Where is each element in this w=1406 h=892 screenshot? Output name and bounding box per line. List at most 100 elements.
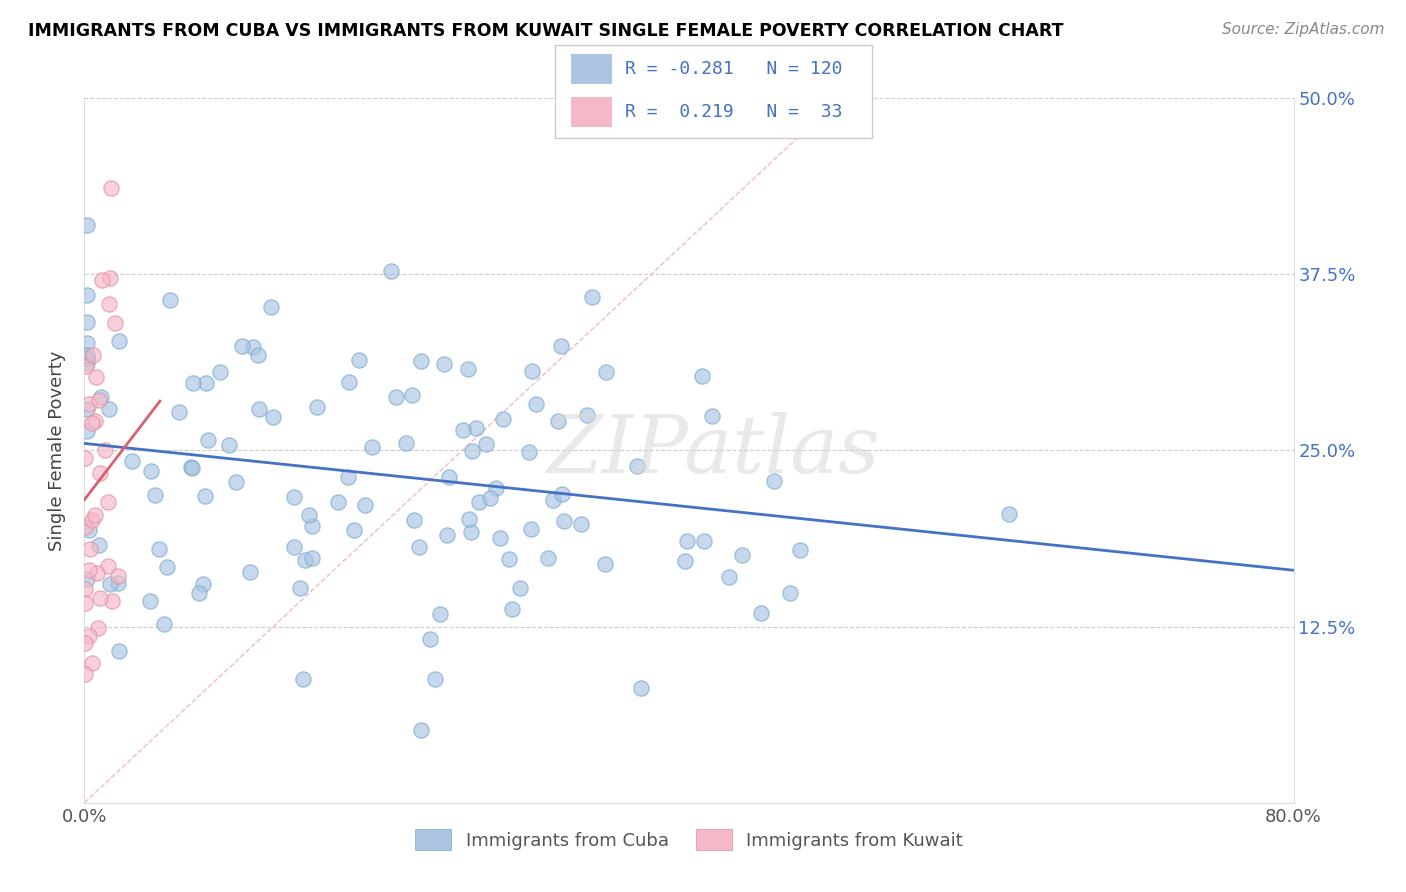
Point: [89, 466, 111, 480]
Point: [145, 488, 167, 502]
FancyBboxPatch shape: [571, 97, 613, 127]
Point: [461, 443, 484, 458]
Point: [260, 301, 283, 315]
Point: [762, 474, 785, 488]
Point: [75, 666, 97, 681]
Point: [225, 475, 247, 489]
Point: [86, 566, 108, 580]
Point: [479, 491, 502, 505]
Point: [337, 376, 360, 390]
Legend: Immigrants from Cuba, Immigrants from Kuwait: Immigrants from Cuba, Immigrants from Ku…: [408, 822, 970, 857]
Point: [436, 528, 458, 542]
Point: [547, 414, 569, 428]
Point: [76, 402, 98, 417]
Text: R =  0.219   N =  33: R = 0.219 N = 33: [624, 103, 842, 121]
Point: [298, 508, 321, 523]
Point: [218, 438, 240, 452]
Point: [385, 390, 408, 404]
Point: [301, 551, 323, 566]
Point: [82, 348, 104, 362]
Point: [537, 551, 560, 566]
Point: [402, 513, 425, 527]
Point: [148, 541, 170, 556]
Point: [247, 402, 270, 417]
Point: [451, 423, 474, 437]
Point: [75, 359, 97, 373]
Point: [76, 348, 98, 362]
Point: [520, 522, 543, 536]
Point: [181, 376, 204, 391]
Point: [156, 560, 179, 574]
Point: [294, 553, 316, 567]
Point: [475, 437, 498, 451]
Point: [328, 495, 350, 509]
Point: [73, 636, 96, 650]
Point: [343, 524, 366, 538]
Point: [100, 181, 122, 195]
Point: [550, 339, 572, 353]
Point: [91, 273, 114, 287]
Point: [76, 315, 98, 329]
Point: [208, 365, 231, 379]
Point: [676, 534, 699, 549]
Point: [491, 412, 513, 426]
Point: [89, 591, 111, 606]
Point: [98, 577, 121, 591]
Point: [76, 424, 98, 438]
Point: [411, 723, 433, 738]
Point: [419, 632, 441, 647]
Point: [522, 364, 544, 378]
Point: [576, 408, 599, 422]
Point: [180, 459, 202, 474]
Point: [87, 621, 110, 635]
Point: [429, 607, 451, 621]
Point: [159, 293, 181, 307]
Point: [98, 297, 121, 311]
Point: [630, 681, 652, 696]
Point: [101, 594, 124, 608]
Point: [197, 434, 219, 448]
Point: [195, 376, 218, 390]
Point: [693, 534, 716, 549]
Point: [595, 365, 617, 379]
Point: [700, 409, 723, 423]
Point: [262, 409, 284, 424]
Point: [76, 336, 98, 351]
Point: [673, 554, 696, 568]
Point: [457, 362, 479, 376]
Point: [998, 508, 1021, 522]
Point: [77, 629, 100, 643]
Point: [73, 451, 96, 466]
Point: [90, 390, 112, 404]
Point: [80, 416, 103, 430]
Point: [749, 606, 772, 620]
Point: [107, 575, 129, 590]
Point: [692, 368, 714, 383]
Point: [73, 597, 96, 611]
Point: [517, 445, 540, 459]
Point: [460, 525, 482, 540]
Point: [87, 393, 110, 408]
Text: Source: ZipAtlas.com: Source: ZipAtlas.com: [1222, 22, 1385, 37]
Point: [458, 512, 481, 526]
Point: [83, 414, 105, 428]
Point: [541, 493, 564, 508]
Point: [242, 341, 264, 355]
Point: [347, 352, 370, 367]
Point: [77, 563, 100, 577]
Point: [509, 581, 531, 595]
Point: [779, 586, 801, 600]
Point: [291, 672, 314, 686]
Text: R = -0.281   N = 120: R = -0.281 N = 120: [624, 60, 842, 78]
Point: [290, 581, 312, 595]
Point: [395, 436, 418, 450]
Point: [239, 565, 262, 579]
Point: [104, 316, 127, 330]
Point: [97, 559, 120, 574]
Point: [231, 339, 253, 353]
Text: IMMIGRANTS FROM CUBA VS IMMIGRANTS FROM KUWAIT SINGLE FEMALE POVERTY CORRELATION: IMMIGRANTS FROM CUBA VS IMMIGRANTS FROM …: [28, 22, 1063, 40]
Point: [83, 508, 105, 523]
Point: [401, 388, 423, 402]
Point: [283, 540, 305, 554]
Point: [465, 421, 488, 435]
